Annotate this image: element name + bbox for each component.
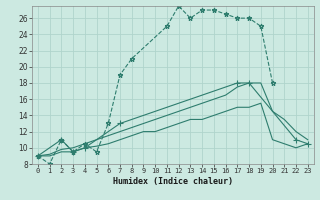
- X-axis label: Humidex (Indice chaleur): Humidex (Indice chaleur): [113, 177, 233, 186]
